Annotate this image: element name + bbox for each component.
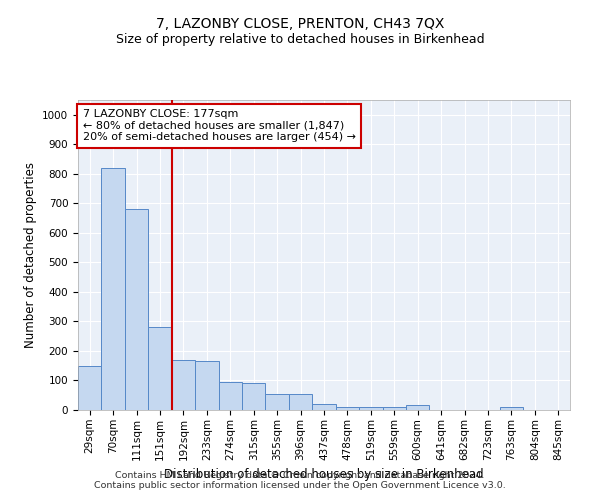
Bar: [265, 394, 289, 410]
Bar: [78, 366, 101, 410]
Y-axis label: Number of detached properties: Number of detached properties: [23, 162, 37, 348]
X-axis label: Distribution of detached houses by size in Birkenhead: Distribution of detached houses by size …: [164, 468, 484, 481]
Bar: [336, 407, 359, 410]
Bar: [195, 362, 218, 410]
Bar: [359, 407, 383, 410]
Bar: [289, 394, 312, 410]
Bar: [312, 404, 336, 410]
Text: Contains HM Land Registry data © Crown copyright and database right 2024.
Contai: Contains HM Land Registry data © Crown c…: [94, 470, 506, 490]
Bar: [101, 168, 125, 410]
Bar: [383, 407, 406, 410]
Text: 7, LAZONBY CLOSE, PRENTON, CH43 7QX: 7, LAZONBY CLOSE, PRENTON, CH43 7QX: [156, 18, 444, 32]
Bar: [406, 404, 430, 410]
Text: 7 LAZONBY CLOSE: 177sqm
← 80% of detached houses are smaller (1,847)
20% of semi: 7 LAZONBY CLOSE: 177sqm ← 80% of detache…: [83, 110, 356, 142]
Bar: [218, 382, 242, 410]
Bar: [500, 407, 523, 410]
Bar: [242, 384, 265, 410]
Bar: [148, 328, 172, 410]
Text: Size of property relative to detached houses in Birkenhead: Size of property relative to detached ho…: [116, 32, 484, 46]
Bar: [125, 209, 148, 410]
Bar: [172, 360, 195, 410]
